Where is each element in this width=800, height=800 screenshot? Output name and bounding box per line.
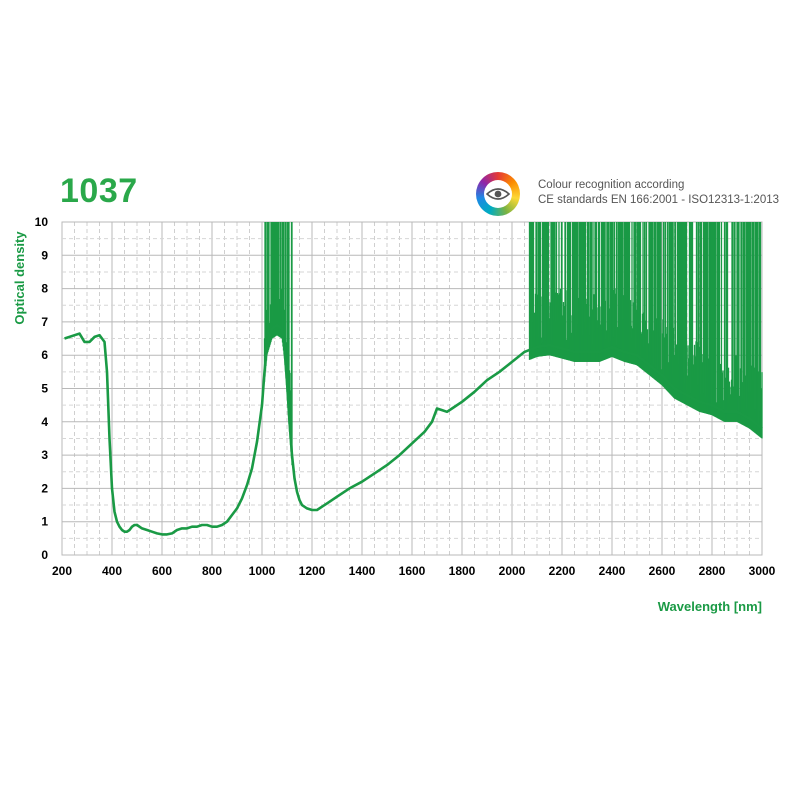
x-tick-label: 1200 <box>299 564 326 578</box>
x-tick-label: 2800 <box>699 564 726 578</box>
y-tick-label: 8 <box>41 282 48 296</box>
y-tick-label: 3 <box>41 448 48 462</box>
x-tick-label: 1000 <box>249 564 276 578</box>
x-tick-label: 2000 <box>499 564 526 578</box>
x-tick-label: 2600 <box>649 564 676 578</box>
y-tick-label: 6 <box>41 348 48 362</box>
x-tick-label: 2200 <box>549 564 576 578</box>
optical-density-chart: 200 400 600 800 1000 1200 1400 1600 1800 2000 2200… <box>12 215 776 614</box>
y-axis-label: Optical density <box>12 231 27 325</box>
x-tick-label: 1600 <box>399 564 426 578</box>
eye-icon <box>486 188 510 200</box>
colour-recognition-note: Colour recognition according CE standard… <box>538 178 779 208</box>
x-tick-label: 600 <box>152 564 172 578</box>
tick-labels: 200 400 600 800 1000 1200 1400 1600 1800 2000 2200… <box>35 215 776 578</box>
x-axis-label: Wavelength [nm] <box>658 599 762 614</box>
y-tick-label: 1 <box>41 515 48 529</box>
product-code: 1037 <box>60 172 138 210</box>
x-tick-label: 400 <box>102 564 122 578</box>
y-tick-label: 0 <box>41 548 48 562</box>
x-tick-label: 3000 <box>749 564 776 578</box>
y-tick-label: 9 <box>41 248 48 262</box>
x-tick-label: 1800 <box>449 564 476 578</box>
y-tick-label: 7 <box>41 315 48 329</box>
colour-recognition-line2: CE standards EN 166:2001 - ISO12313-1:20… <box>538 194 780 206</box>
y-tick-label: 10 <box>35 215 49 229</box>
y-tick-label: 4 <box>41 415 48 429</box>
y-tick-label: 2 <box>41 481 48 495</box>
x-tick-label: 2400 <box>599 564 626 578</box>
colour-recognition-line1: Colour recognition according <box>538 179 685 191</box>
series-line <box>64 323 763 536</box>
x-tick-label: 200 <box>52 564 72 578</box>
x-tick-label: 800 <box>202 564 222 578</box>
x-tick-label: 1400 <box>349 564 376 578</box>
colour-wheel-eye-icon <box>476 172 520 216</box>
y-tick-label: 5 <box>41 382 48 396</box>
